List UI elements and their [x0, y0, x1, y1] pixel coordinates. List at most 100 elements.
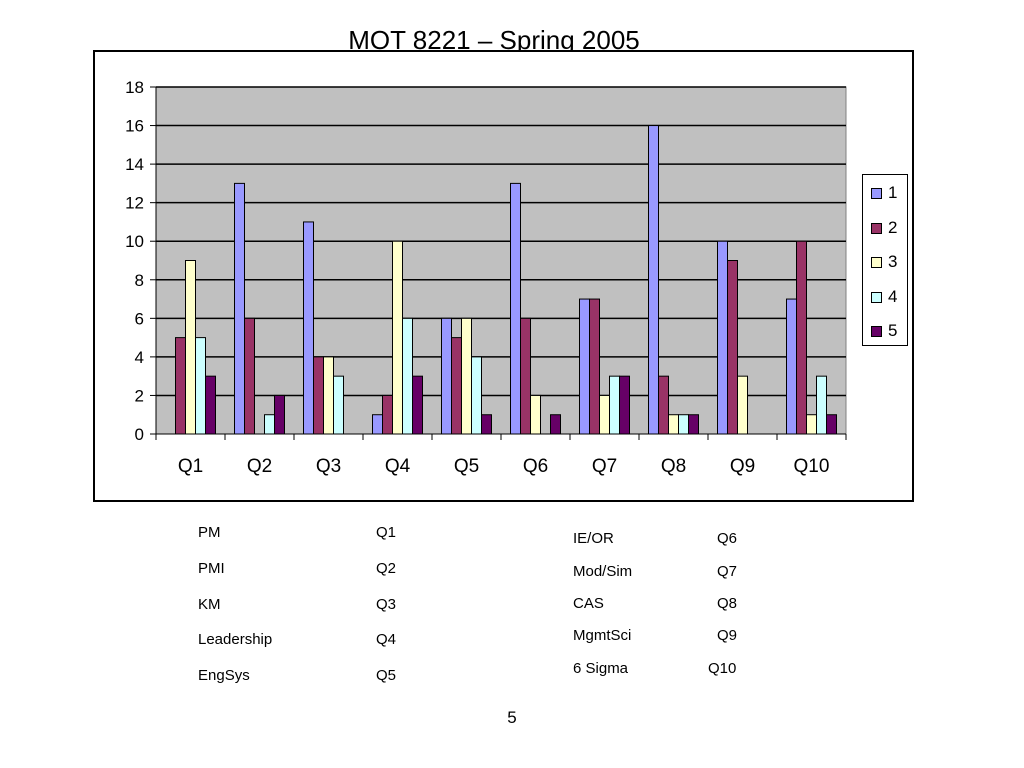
bar-q8-series-3	[668, 414, 679, 435]
bar-q4-series-4	[402, 317, 413, 435]
bar-q4-series-5	[412, 375, 423, 435]
key-name: IE/OR	[573, 530, 614, 547]
bar-q5-series-3	[461, 317, 472, 435]
bar-q7-series-1	[579, 298, 590, 435]
x-tick-label: Q7	[592, 456, 617, 477]
legend-entry-1: 1	[871, 183, 905, 203]
y-tick-label: 4	[135, 348, 144, 367]
key-question: Q7	[717, 563, 738, 580]
bar-q7-series-3	[599, 394, 610, 435]
key-question: Q4	[376, 631, 397, 648]
bar-q1-series-4	[195, 337, 206, 435]
key-question: Q9	[717, 627, 738, 644]
legend-entry-5: 5	[871, 321, 905, 341]
bar-q2-series-4	[264, 414, 275, 435]
bar-q3-series-2	[313, 356, 324, 435]
bar-q8-series-5	[688, 414, 699, 435]
bar-q3-series-4	[333, 375, 344, 435]
x-tick-label: Q10	[794, 456, 830, 477]
key-name: KM	[198, 596, 221, 613]
legend-label: 2	[888, 217, 898, 237]
key-name: EngSys	[198, 667, 250, 684]
bar-q5-series-4	[471, 356, 482, 435]
x-tick-label: Q9	[730, 456, 755, 477]
bar-q2-series-2	[244, 317, 255, 435]
bar-q7-series-5	[619, 375, 630, 435]
key-name: PM	[198, 524, 221, 541]
legend-swatch	[871, 257, 882, 268]
bar-q8-series-4	[678, 414, 689, 435]
legend-entry-4: 4	[871, 287, 905, 307]
y-tick-label: 14	[125, 155, 144, 174]
bar-q4-series-1	[372, 414, 383, 435]
bar-q3-series-3	[323, 356, 334, 435]
bar-q10-series-3	[806, 414, 817, 435]
x-tick-label: Q8	[661, 456, 686, 477]
y-tick-label: 12	[125, 194, 144, 213]
legend-label: 5	[888, 321, 898, 340]
legend-label: 1	[888, 183, 898, 202]
x-tick-label: Q1	[178, 456, 203, 477]
bar-q7-series-2	[589, 298, 600, 435]
bar-q5-series-5	[481, 414, 492, 435]
y-tick-label: 2	[135, 386, 144, 405]
bar-q2-series-5	[274, 394, 285, 435]
x-tick-label: Q5	[454, 456, 479, 477]
key-question: Q8	[717, 595, 738, 612]
y-tick-label: 18	[125, 78, 144, 97]
key-name: Leadership	[198, 631, 273, 648]
legend-entry-2: 2	[871, 218, 905, 238]
bar-q6-series-2	[520, 317, 531, 435]
bar-q4-series-2	[382, 394, 393, 435]
chart-legend: 1 2 3 4 5	[862, 174, 908, 346]
key-name: MgmtSci	[573, 627, 632, 644]
key-question: Q1	[376, 524, 397, 541]
x-tick-label: Q2	[247, 456, 272, 477]
legend-swatch	[871, 326, 882, 337]
bar-q1-series-2	[175, 337, 186, 435]
x-tick-label: Q3	[316, 456, 341, 477]
bar-q10-series-1	[786, 298, 797, 435]
bar-q10-series-4	[816, 375, 827, 435]
key-question: Q2	[376, 560, 397, 577]
key-question: Q6	[717, 530, 738, 547]
legend-entry-3: 3	[871, 252, 905, 272]
bar-q3-series-1	[303, 221, 314, 435]
bar-chart: 0 2 4 6 8 10 12 14 16 18 Q1 Q2 Q3 Q4 Q5 Q6 Q7 Q8 Q9 Q10	[125, 78, 847, 477]
bar-q8-series-1	[648, 125, 659, 435]
y-tick-label: 6	[135, 309, 144, 328]
y-tick-label: 16	[125, 117, 144, 136]
legend-swatch	[871, 291, 882, 303]
bar-q5-series-1	[441, 317, 452, 435]
key-question: Q3	[376, 596, 397, 613]
y-tick-label: 0	[135, 425, 144, 444]
bar-q8-series-2	[658, 375, 669, 435]
bar-q9-series-2	[727, 260, 738, 435]
bar-q2-series-1	[234, 182, 245, 435]
key-name: Mod/Sim	[573, 563, 633, 580]
key-question: Q10	[708, 660, 737, 677]
legend-swatch	[871, 188, 882, 199]
bar-q9-series-1	[717, 240, 728, 435]
x-tick-label: Q4	[385, 456, 411, 477]
y-tick-label: 10	[125, 232, 144, 251]
bar-q4-series-3	[392, 240, 403, 435]
bar-q7-series-4	[609, 375, 620, 435]
bar-q9-series-3	[737, 375, 748, 435]
axes	[150, 86, 847, 440]
x-tick-label: Q6	[523, 456, 548, 477]
bar-q1-series-5	[205, 375, 216, 435]
bar-q6-series-3	[530, 394, 541, 435]
bar-q6-series-5	[550, 414, 561, 435]
key-name: PMI	[198, 560, 225, 577]
legend-label: 4	[888, 286, 898, 306]
bar-q6-series-1	[510, 182, 521, 435]
key-name: 6 Sigma	[573, 660, 629, 677]
legend-swatch	[871, 222, 882, 234]
bar-q10-series-2	[796, 240, 807, 435]
page-number: 5	[507, 708, 517, 727]
bar-q5-series-2	[451, 337, 462, 435]
key-question: Q5	[376, 667, 397, 684]
